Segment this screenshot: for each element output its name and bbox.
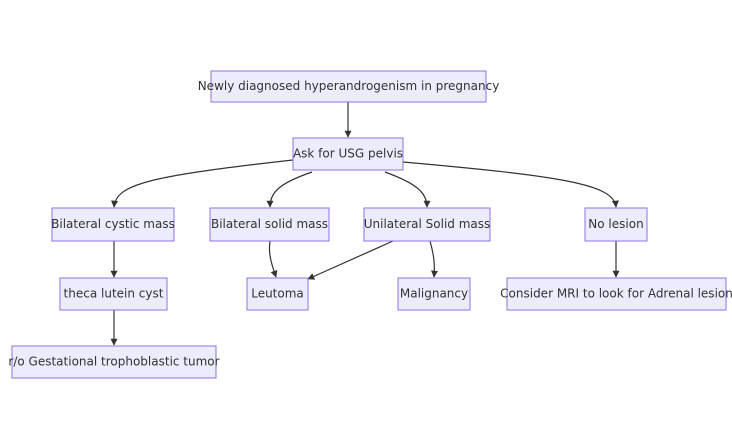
node-bilateral-solid-label: Bilateral solid mass <box>211 217 328 231</box>
node-leutoma-label: Leutoma <box>251 287 304 301</box>
node-malignancy: Malignancy <box>397 277 471 311</box>
node-root: Newly diagnosed hyperandrogenism in preg… <box>198 70 500 103</box>
node-theca-lutein-label: theca lutein cyst <box>64 287 164 301</box>
edge-usg-to-bilateral-solid <box>266 171 313 208</box>
edge-usg-to-no-lesion <box>402 161 619 208</box>
node-gestational-label: r/o Gestational trophoblastic tumor <box>8 355 219 369</box>
node-bilateral-solid: Bilateral solid mass <box>209 207 330 242</box>
node-no-lesion-label: No lesion <box>588 217 643 231</box>
node-unilateral-solid: Unilateral Solid mass <box>363 207 491 242</box>
node-leutoma: Leutoma <box>246 277 309 311</box>
node-malignancy-label: Malignancy <box>400 287 468 301</box>
node-usg: Ask for USG pelvis <box>292 137 404 171</box>
node-theca-lutein: theca lutein cyst <box>59 277 168 311</box>
node-no-lesion: No lesion <box>584 207 648 242</box>
edge-bilateral-solid-to-leutoma <box>268 240 278 278</box>
node-consider-mri: Consider MRI to look for Adrenal lesion <box>500 277 732 311</box>
edge-unilateral-solid-to-leutoma <box>307 240 394 280</box>
edge-usg-to-unilateral-solid <box>384 171 431 208</box>
edge-unilateral-solid-to-malignancy <box>429 240 439 278</box>
node-usg-label: Ask for USG pelvis <box>293 147 403 161</box>
node-root-label: Newly diagnosed hyperandrogenism in preg… <box>198 79 500 93</box>
node-bilateral-cystic-label: Bilateral cystic mass <box>51 217 175 231</box>
node-gestational: r/o Gestational trophoblastic tumor <box>8 345 220 379</box>
node-consider-mri-label: Consider MRI to look for Adrenal lesion <box>500 287 732 301</box>
edge-usg-to-bilateral-cystic <box>111 159 294 208</box>
node-bilateral-cystic: Bilateral cystic mass <box>51 207 175 242</box>
node-unilateral-solid-label: Unilateral Solid mass <box>364 217 491 231</box>
